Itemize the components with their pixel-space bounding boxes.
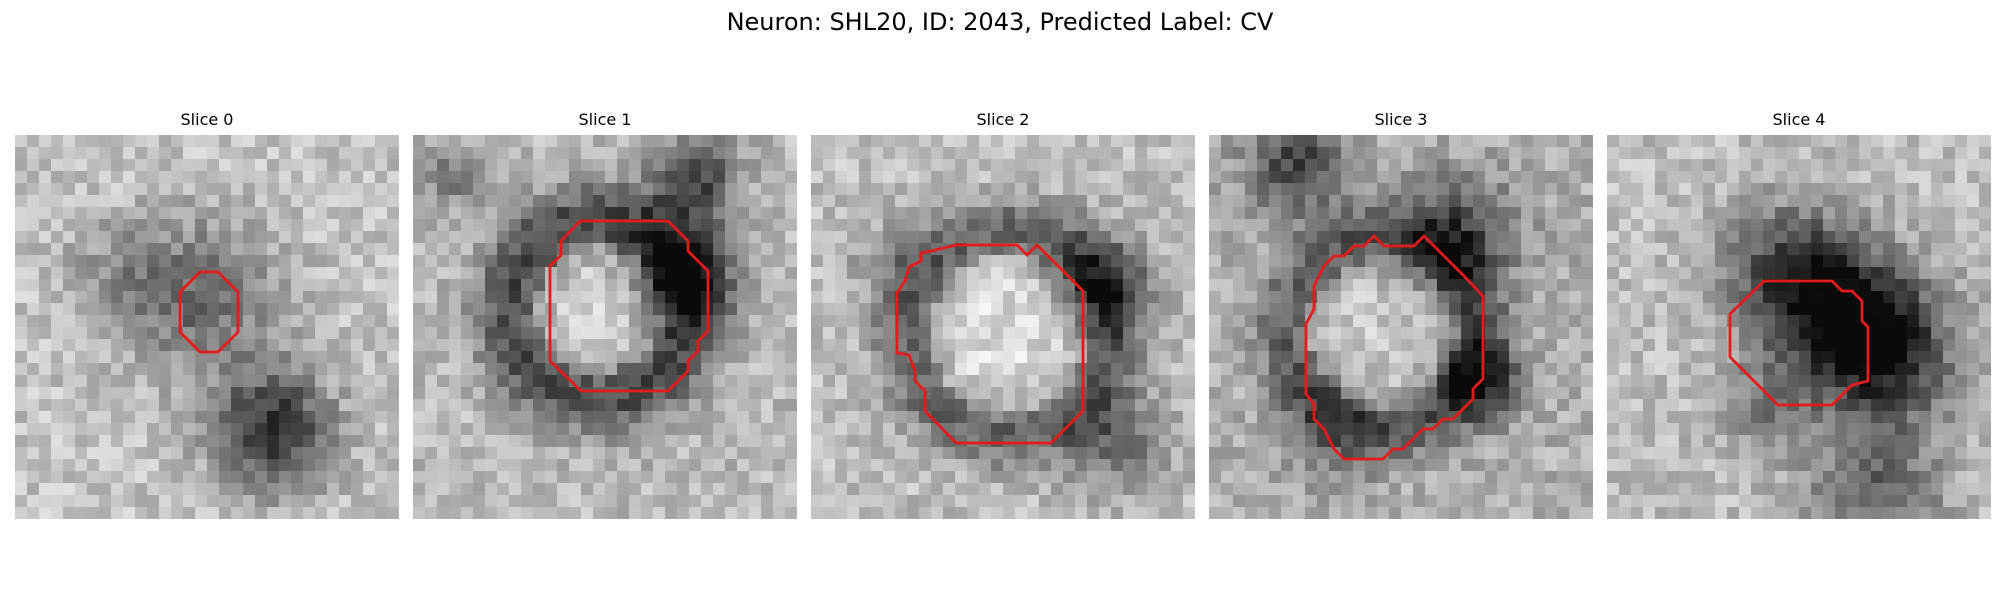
roi-contour-1 bbox=[548, 219, 710, 393]
slice-image-0 bbox=[15, 135, 399, 519]
slice-panel-1: Slice 1 bbox=[413, 108, 797, 528]
slice-image-1 bbox=[413, 135, 797, 519]
slice-panel-4: Slice 4 bbox=[1607, 108, 1991, 528]
roi-contour-0 bbox=[178, 270, 240, 354]
slice-title-2: Slice 2 bbox=[976, 110, 1030, 129]
slice-panel-2: Slice 2 bbox=[811, 108, 1195, 528]
slice-title-0: Slice 0 bbox=[180, 110, 234, 129]
roi-contour-4 bbox=[1728, 279, 1870, 407]
slice-image-3 bbox=[1209, 135, 1593, 519]
slice-title-4: Slice 4 bbox=[1772, 110, 1826, 129]
slice-image-2 bbox=[811, 135, 1195, 519]
slice-title-3: Slice 3 bbox=[1374, 110, 1428, 129]
roi-contour-2 bbox=[895, 243, 1085, 445]
roi-contour-3 bbox=[1304, 234, 1485, 461]
slice-panel-0: Slice 0 bbox=[15, 108, 399, 528]
slice-image-4 bbox=[1607, 135, 1991, 519]
slice-panel-3: Slice 3 bbox=[1209, 108, 1593, 528]
figure-title: Neuron: SHL20, ID: 2043, Predicted Label… bbox=[726, 8, 1274, 36]
slice-title-1: Slice 1 bbox=[578, 110, 632, 129]
